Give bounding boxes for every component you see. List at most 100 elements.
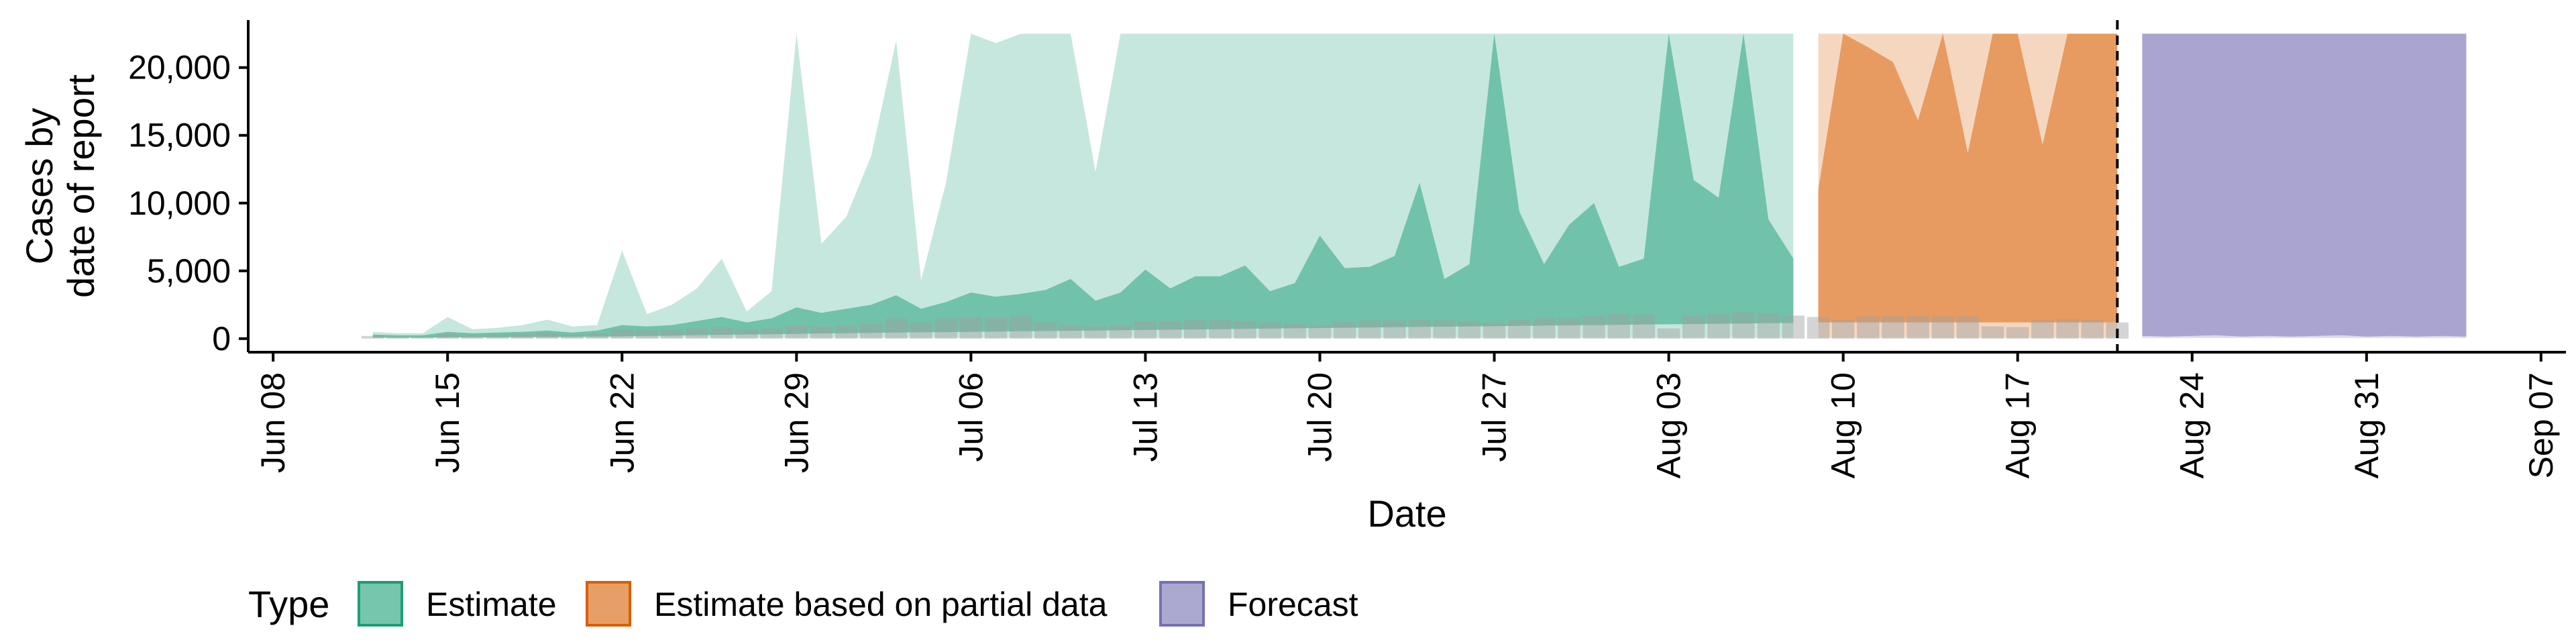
reported-cases-bar [1907,315,1929,339]
y-tick-label: 10,000 [128,184,231,222]
y-axis-title-line-1: Cases by [18,108,60,264]
reported-cases-bar [1632,315,1656,339]
reported-cases-bar [2006,327,2029,339]
x-tick-label: Jul 06 [952,372,989,462]
x-tick-label: Aug 10 [1825,372,1862,478]
estimate-bands [372,34,2467,338]
reported-cases-bar [1956,316,1980,339]
x-tick-label: Aug 24 [2174,372,2211,478]
reported-cases-bar [1134,321,1157,339]
reported-cases-bar [610,329,633,339]
reported-cases-bar [1782,315,1805,339]
reported-cases-bar [660,329,684,339]
reported-cases-bar [1981,326,2004,339]
reported-cases-bar [1308,325,1332,339]
legend-title: Type [248,583,329,625]
reported-cases-bar [436,333,459,339]
x-tick-label: Jul 27 [1476,372,1513,462]
reported-cases-bar [1034,322,1057,339]
reported-cases-bar [1159,321,1182,339]
reported-cases-bar [1458,321,1481,339]
reported-cases-bar [635,330,659,339]
reported-cases-bar [760,328,783,339]
reported-cases-bar [1757,313,1780,339]
reported-cases-bar [1433,320,1456,339]
reported-cases-bar [1831,319,1855,339]
estimate-inner-interval [372,34,1794,338]
y-tick-label: 15,000 [128,117,231,154]
reported-cases-bar [586,333,608,339]
y-axis-ticks: 0 5,000 10,000 15,000 20,000 [128,49,248,358]
x-tick-label: Jun 22 [603,372,641,473]
reported-cases-bar [1508,319,1531,339]
reported-cases-bar [1258,322,1281,339]
reported-cases-bar [1059,325,1082,339]
reported-cases-bar [1009,316,1032,339]
reported-cases-bar [561,334,584,339]
reported-cases-bar [735,329,758,339]
partial-inner-interval [1818,34,2118,323]
x-tick-label: Jul 13 [1126,372,1164,462]
y-tick-label: 20,000 [128,49,231,87]
x-axis-title: Date [1367,492,1446,535]
reported-cases-bar [486,334,509,339]
forecast-inner-interval [2142,34,2467,337]
legend-key-partial [586,581,631,627]
reported-cases-bar [1882,315,1904,339]
x-tick-label: Jun 15 [429,372,466,473]
reported-cases-bar [810,326,833,339]
reported-cases-bar [411,336,434,339]
x-tick-label: Jun 08 [254,372,292,473]
x-tick-label: Aug 17 [1999,372,2037,478]
reported-cases-bar [1483,322,1506,339]
reported-cases-bar [2056,319,2079,339]
reported-cases-bar [1558,317,1580,339]
reported-cases-bars [362,312,2129,339]
x-axis-ticks: Jun 08 Jun 15 Jun 22 Jun 29 Jul 06 Jul 13 Jul … [254,352,2560,478]
legend-label-forecast: Forecast [1228,586,1358,623]
reported-cases-bar [1109,325,1132,339]
reported-cases-bar [1383,320,1406,339]
reported-cases-bar [1931,316,1954,339]
reported-cases-bar [984,317,1008,339]
reported-cases-bar [1533,318,1556,339]
reported-cases-bar [461,335,484,339]
legend-key-estimate [358,581,403,627]
reported-cases-bar [1732,312,1755,339]
reported-cases-bar [710,327,733,339]
reported-cases-bar [1682,315,1705,339]
reported-cases-bar [1184,319,1207,339]
reported-cases-bar [511,333,534,339]
legend-key-forecast [1159,581,1205,627]
reported-cases-bar [1283,323,1306,339]
y-tick-label: 0 [212,320,231,358]
reported-cases-bar [1607,314,1630,339]
reported-cases-bar [686,328,708,339]
reported-cases-bar [785,325,808,339]
reported-cases-bar [536,333,559,339]
legend: Type Estimate Estimate based on partial … [248,581,1358,627]
reported-cases-bar [1234,321,1256,339]
legend-label-estimate: Estimate [426,586,557,623]
reported-cases-bar [1408,319,1431,339]
reported-cases-bar [1807,317,1830,339]
reported-cases-bar [386,336,409,339]
reported-cases-bar [959,317,982,339]
reported-cases-bar [860,323,883,339]
legend-label-partial: Estimate based on partial data [654,586,1108,623]
x-tick-label: Sep 07 [2522,372,2560,478]
x-tick-label: Aug 03 [1650,372,1688,478]
y-tick-label: 5,000 [147,252,231,290]
reported-cases-bar [2031,320,2054,339]
reported-cases-bar [362,335,384,339]
reported-cases-bar [934,318,957,339]
x-tick-label: Jul 20 [1301,372,1339,462]
reported-cases-bar [885,318,908,339]
reported-cases-bar [1857,316,1880,339]
reported-cases-bar [1358,320,1381,339]
reported-cases-bar [835,325,858,339]
y-axis-title-line-2: date of report [60,74,102,299]
axes [247,20,2566,354]
reported-cases-bar [1582,315,1605,339]
